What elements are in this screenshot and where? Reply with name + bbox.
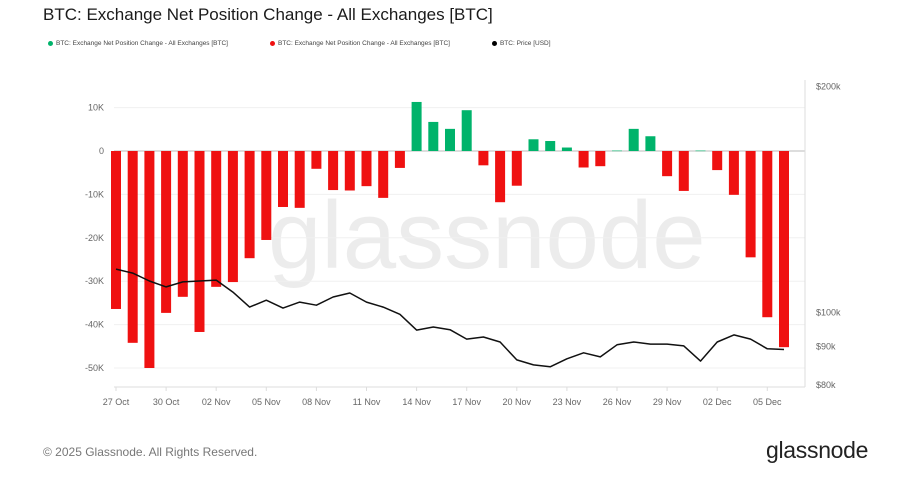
legend-label: BTC: Exchange Net Position Change - All … bbox=[56, 40, 228, 47]
bar-positive bbox=[695, 150, 706, 152]
bar-negative bbox=[378, 151, 389, 198]
legend-item-negative[interactable]: BTC: Exchange Net Position Change - All … bbox=[269, 40, 450, 47]
bar-positive bbox=[645, 136, 656, 151]
chart-title: BTC: Exchange Net Position Change - All … bbox=[43, 5, 493, 24]
watermark: glassnode bbox=[268, 182, 706, 289]
x-tick-label: 14 Nov bbox=[402, 397, 431, 407]
copyright: © 2025 Glassnode. All Rights Reserved. bbox=[43, 445, 258, 459]
x-tick-label: 17 Nov bbox=[452, 397, 481, 407]
y-right-tick-label: $200k bbox=[816, 82, 841, 92]
bar-positive bbox=[461, 110, 472, 151]
legend-label: BTC: Price [USD] bbox=[499, 40, 551, 47]
y-right-tick-label: $80k bbox=[816, 380, 836, 390]
bar-negative bbox=[294, 151, 305, 208]
bar-negative bbox=[261, 151, 272, 240]
bar-negative bbox=[328, 151, 339, 191]
bar-negative bbox=[211, 151, 222, 287]
bar-negative bbox=[712, 151, 723, 171]
x-tick-label: 23 Nov bbox=[553, 397, 582, 407]
price-line bbox=[115, 268, 785, 368]
bar-negative bbox=[227, 151, 238, 283]
bar-negative bbox=[144, 151, 155, 368]
y-right-tick-label: $90k bbox=[816, 342, 836, 352]
y-right-tick-label: $100k bbox=[816, 307, 841, 317]
bar-positive bbox=[612, 150, 622, 152]
bar-positive bbox=[428, 121, 439, 151]
bar-positive bbox=[411, 101, 422, 151]
bar-negative bbox=[779, 151, 789, 348]
bar-negative bbox=[177, 151, 188, 297]
legend: BTC: Exchange Net Position Change - All … bbox=[48, 40, 593, 47]
bar-negative bbox=[728, 151, 739, 195]
legend-item-price[interactable]: BTC: Price [USD] bbox=[491, 40, 551, 47]
bar-negative bbox=[194, 151, 205, 332]
bar-negative bbox=[511, 151, 522, 186]
y-left-tick-label: 10K bbox=[88, 103, 104, 113]
bar-positive bbox=[445, 128, 455, 151]
bar-negative bbox=[278, 151, 288, 207]
y-left-tick-label: -50K bbox=[85, 363, 104, 373]
bar-negative bbox=[311, 151, 322, 169]
grid bbox=[114, 107, 805, 369]
bar-positive bbox=[528, 139, 539, 151]
glassnode-logo: glassnode bbox=[766, 437, 869, 463]
y-left-tick-label: -40K bbox=[85, 320, 104, 330]
x-tick-label: 05 Dec bbox=[753, 397, 782, 407]
legend-black-dot-icon bbox=[491, 41, 497, 46]
y-left-tick-label: 0 bbox=[99, 146, 104, 156]
x-tick-label: 08 Nov bbox=[302, 397, 331, 407]
axes: 10K 0 -10K -20K -30K -40K -50K $200k $100k $90k $8… bbox=[85, 80, 841, 407]
bar-negative bbox=[578, 151, 589, 168]
bar-negative bbox=[762, 151, 773, 318]
bar-negative bbox=[344, 151, 355, 191]
x-tick-label: 02 Nov bbox=[202, 397, 231, 407]
bar-negative bbox=[678, 151, 689, 191]
x-tick-label: 02 Dec bbox=[703, 397, 732, 407]
x-tick-label: 26 Nov bbox=[603, 397, 632, 407]
bar-positive bbox=[545, 141, 556, 151]
legend-item-inflow-positive[interactable]: BTC: Exchange Net Position Change - All … bbox=[48, 40, 228, 47]
x-tick-label: 11 Nov bbox=[353, 397, 381, 407]
x-tick-label: 30 Oct bbox=[153, 397, 180, 407]
x-tick-label: 29 Nov bbox=[653, 397, 682, 407]
bar-positive bbox=[628, 128, 639, 151]
bar-negative bbox=[127, 151, 138, 343]
bar-negative bbox=[745, 151, 756, 258]
bar-negative bbox=[244, 151, 255, 259]
y-left-tick-label: -30K bbox=[85, 276, 104, 286]
price-line-group bbox=[115, 268, 785, 368]
bar-negative bbox=[111, 151, 121, 309]
bar-negative bbox=[595, 151, 606, 167]
bars bbox=[111, 101, 789, 368]
legend-label: BTC: Exchange Net Position Change - All … bbox=[277, 40, 450, 47]
x-tick-label: 05 Nov bbox=[252, 397, 281, 407]
bar-negative bbox=[478, 151, 489, 166]
bar-negative bbox=[495, 151, 506, 203]
x-tick-label: 20 Nov bbox=[503, 397, 532, 407]
bar-negative bbox=[662, 151, 673, 177]
legend-green-dot-icon bbox=[48, 41, 53, 46]
bar-negative bbox=[161, 151, 172, 313]
bar-negative bbox=[394, 151, 405, 168]
y-left-tick-label: -10K bbox=[85, 189, 104, 199]
legend-red-dot-icon bbox=[269, 41, 275, 46]
x-tick-label: 27 Oct bbox=[103, 397, 130, 407]
bar-negative bbox=[361, 151, 372, 187]
y-left-tick-label: -20K bbox=[85, 233, 104, 243]
bar-positive bbox=[561, 147, 572, 151]
